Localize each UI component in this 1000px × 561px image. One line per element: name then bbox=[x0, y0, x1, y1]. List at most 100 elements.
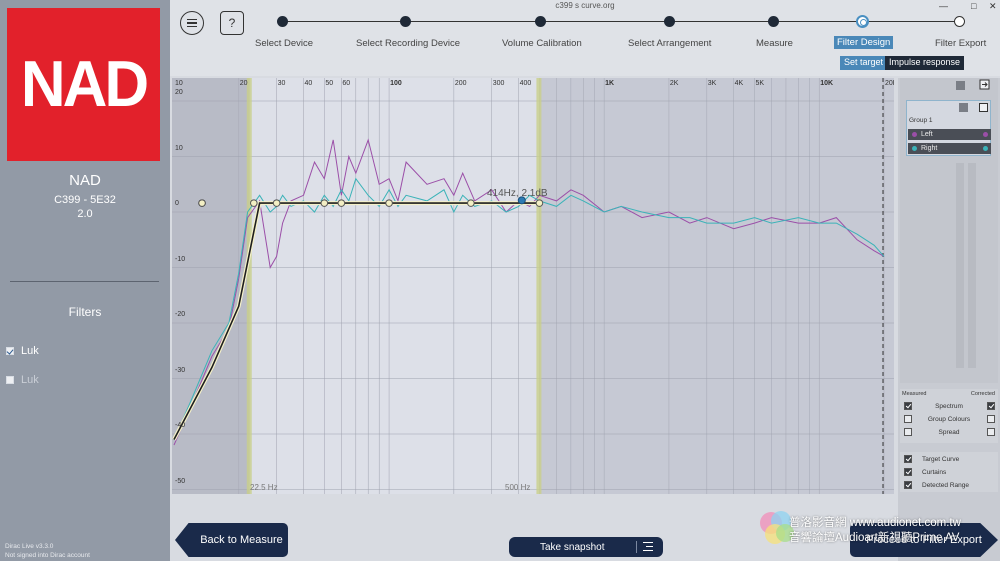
group-panel: Group 1 Left Right bbox=[900, 78, 998, 383]
close-icon[interactable]: ✕ bbox=[989, 1, 997, 11]
step-filter-export[interactable]: Filter Export bbox=[935, 38, 987, 49]
sidebar-divider bbox=[10, 281, 159, 282]
x-tick-label: 400 bbox=[519, 80, 532, 87]
option-target-curve[interactable]: Target Curve bbox=[900, 454, 998, 466]
channel-group[interactable]: Group 1 Left Right bbox=[906, 100, 991, 156]
channel-right[interactable]: Right bbox=[908, 143, 991, 154]
x-tick-label: 40 bbox=[304, 80, 313, 87]
target-control-point bbox=[385, 199, 393, 207]
help-button[interactable]: ? bbox=[220, 11, 244, 35]
right-panel: Group 1 Left Right Measured Corrected Sp… bbox=[898, 78, 1000, 561]
option-curtains[interactable]: Curtains bbox=[900, 467, 998, 479]
step-progress-line bbox=[282, 21, 959, 22]
channel-left[interactable]: Left bbox=[908, 129, 991, 140]
step-select-recording-device[interactable]: Select Recording Device bbox=[356, 38, 461, 49]
maximize-icon[interactable]: □ bbox=[971, 1, 977, 11]
step-dot-filter-design[interactable] bbox=[856, 15, 869, 28]
option-label: Group Colours bbox=[927, 416, 971, 423]
option-detected-range[interactable]: Detected Range bbox=[900, 480, 998, 492]
step-dot-select-recording-device[interactable] bbox=[400, 16, 411, 27]
watermark: 普洛影音網 www.audionet.com.tw 音響論壇Audioart新視… bbox=[757, 507, 1000, 561]
menu-button[interactable] bbox=[180, 11, 204, 35]
detected-range-checkbox[interactable] bbox=[904, 481, 912, 489]
filter-item[interactable]: Luk bbox=[6, 374, 39, 386]
step-dot-select-device[interactable] bbox=[277, 16, 288, 27]
spectrum-corrected-checkbox[interactable] bbox=[987, 402, 995, 410]
target-curve-checkbox[interactable] bbox=[904, 455, 912, 463]
option-label: Detected Range bbox=[922, 482, 969, 489]
y-tick-label: 20 bbox=[175, 89, 183, 96]
range-low-label: 22.5 Hz bbox=[250, 483, 278, 492]
snapshot-list-icon[interactable] bbox=[643, 542, 653, 551]
export-icon[interactable] bbox=[979, 103, 988, 112]
step-select-arrangement[interactable]: Select Arrangement bbox=[628, 38, 712, 49]
x-tick-label: 30 bbox=[277, 80, 286, 87]
x-tick-label: 200 bbox=[454, 80, 467, 87]
filters-title: Filters bbox=[68, 305, 102, 319]
filter-checkbox[interactable] bbox=[6, 376, 14, 384]
measured-header: Measured bbox=[902, 391, 927, 397]
group-colours-measured-checkbox[interactable] bbox=[904, 415, 912, 423]
filter-label: Luk bbox=[21, 345, 39, 357]
brand-logo: NAD bbox=[7, 8, 160, 161]
target-control-point bbox=[535, 199, 544, 207]
spread-corrected-checkbox[interactable] bbox=[987, 428, 995, 436]
target-control-point bbox=[198, 199, 206, 207]
back-to-measure-button[interactable]: Back to Measure bbox=[175, 523, 288, 557]
step-volume-calibration[interactable]: Volume Calibration bbox=[502, 38, 582, 49]
channel-color-dot bbox=[983, 146, 988, 151]
y-tick-label: 0 bbox=[175, 200, 179, 207]
hamburger-icon bbox=[187, 19, 197, 27]
frequency-response-plot[interactable] bbox=[172, 78, 894, 494]
spectrum-measured-checkbox[interactable] bbox=[904, 402, 912, 410]
option-spectrum[interactable]: Spectrum bbox=[900, 401, 998, 413]
layout-icon[interactable] bbox=[956, 81, 965, 90]
tab-set-target[interactable]: Set target bbox=[840, 56, 888, 70]
step-measure[interactable]: Measure bbox=[756, 38, 793, 49]
channel-color-dot bbox=[912, 146, 917, 151]
curtains-checkbox[interactable] bbox=[904, 468, 912, 476]
step-select-device[interactable]: Select Device bbox=[255, 38, 314, 49]
option-label: Curtains bbox=[922, 469, 947, 476]
step-dot-filter-export[interactable] bbox=[954, 16, 965, 27]
option-spread[interactable]: Spread bbox=[900, 427, 998, 439]
minimize-icon[interactable]: — bbox=[939, 1, 948, 11]
selected-control-point bbox=[517, 196, 526, 205]
group-colours-corrected-checkbox[interactable] bbox=[987, 415, 995, 423]
sidebar: NAD NAD C399 - 5E32 2.0 Filters Luk Luk … bbox=[0, 0, 170, 561]
y-tick-label: -40 bbox=[175, 422, 186, 429]
point-readout: 414Hz, 2.1dB bbox=[487, 188, 548, 199]
curtain-low bbox=[172, 78, 250, 494]
step-filter-design[interactable]: Filter Design bbox=[834, 36, 894, 49]
snapshot-label: Take snapshot bbox=[540, 541, 605, 553]
channel-label: Left bbox=[921, 131, 933, 138]
wizard-header: c399 s curve.org — □ ✕ ? Select Device S… bbox=[170, 0, 1000, 76]
filter-design-graph[interactable]: 1020304050601002003004001K2K3K4K5K10K20K… bbox=[172, 78, 894, 494]
take-snapshot-button[interactable]: Take snapshot bbox=[509, 537, 663, 557]
options-header: Measured Corrected bbox=[900, 391, 998, 399]
step-dot-measure[interactable] bbox=[768, 16, 779, 27]
snapshot-separator bbox=[636, 541, 637, 553]
x-tick-label: 1K bbox=[605, 80, 615, 87]
proceed-to-filter-export-button[interactable]: Proceed to Filter Export bbox=[850, 523, 998, 557]
x-tick-label: 10 bbox=[175, 80, 183, 87]
target-control-point bbox=[337, 199, 346, 207]
correction-range bbox=[249, 78, 540, 494]
step-dot-select-arrangement[interactable] bbox=[664, 16, 675, 27]
filter-checkbox[interactable] bbox=[6, 347, 14, 355]
channel-color-dot bbox=[983, 132, 988, 137]
option-group-colours[interactable]: Group Colours bbox=[900, 414, 998, 426]
response-series-line bbox=[173, 138, 885, 446]
x-tick-label: 100 bbox=[390, 80, 402, 87]
step-dot-volume-calibration[interactable] bbox=[535, 16, 546, 27]
spread-measured-checkbox[interactable] bbox=[904, 428, 912, 436]
x-tick-label: 60 bbox=[342, 80, 351, 87]
filter-item[interactable]: Luk bbox=[6, 345, 39, 357]
layout-icon[interactable] bbox=[959, 103, 968, 112]
channel-color-dot bbox=[912, 132, 917, 137]
file-title: c399 s curve.org bbox=[555, 1, 615, 10]
channel-label: Right bbox=[921, 145, 938, 152]
tab-impulse-response[interactable]: Impulse response bbox=[885, 56, 965, 70]
option-label: Spread bbox=[938, 429, 960, 436]
x-tick-label: 3K bbox=[707, 80, 717, 87]
